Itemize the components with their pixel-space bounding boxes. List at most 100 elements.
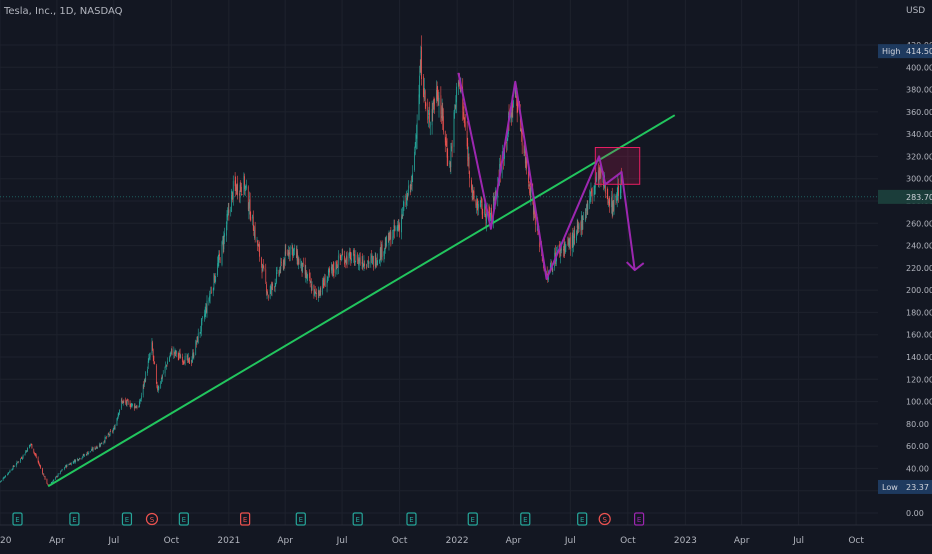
time-tick-label: Jul [107,536,119,546]
candle-body [157,382,158,387]
candle-body [524,149,525,150]
candle-body [607,193,608,194]
candle-body [608,202,609,204]
candle-body [429,113,430,123]
candle-body [290,246,291,256]
candle-body [467,143,468,161]
candle-body [137,406,138,408]
candle-body [92,448,93,450]
candle-body [108,434,109,435]
candle-body [206,308,207,312]
time-tick-label: 2022 [446,536,469,546]
candle-body [474,191,475,201]
event-badge-letter: E [182,516,186,524]
candle-body [579,223,580,229]
candle-body [389,232,390,245]
candle-body [447,148,448,158]
candle-body [167,361,168,364]
candle-body [31,444,32,445]
candle-body [277,270,278,272]
time-tick-label: 2021 [217,536,240,546]
candle-body [404,202,405,206]
event-badge-letter: S [602,516,607,524]
candle-body [309,273,310,278]
candle-body [22,458,23,459]
candle-body [130,406,131,407]
candle-body [84,455,85,456]
candle-body [224,235,225,249]
badge-value-high: 414.50 [906,47,932,56]
candle-body [481,201,482,203]
candle-body [412,175,413,183]
candle-body [97,447,98,449]
candle-body [209,300,210,301]
candle-body [430,122,431,127]
candle-body [296,248,297,258]
candle-body [604,185,605,187]
candle-body [329,268,330,272]
candle-body [123,401,124,403]
candle-body [572,233,573,246]
time-tick-label: Oct [848,536,864,546]
candle-body [564,243,565,254]
candle-body [235,183,236,187]
candle-body [202,317,203,318]
candle-body [92,448,93,450]
candle-body [33,449,34,453]
candle-body [319,291,320,294]
candle-body [476,200,477,205]
candle-body [13,466,14,469]
candle-body [275,282,276,287]
candle-body [189,358,190,364]
candle-body [126,402,127,404]
candle-body [521,129,522,134]
candle-body [468,154,469,159]
candle-body [170,352,171,354]
candle-body [385,243,386,251]
candle-body [419,76,420,98]
candle-body [446,139,447,140]
candle-body [377,260,378,261]
event-badge-letter: E [355,516,359,524]
time-tick-label: Jul [792,536,804,546]
candle-body [567,243,568,244]
candle-body [284,260,285,268]
candle-body [222,240,223,241]
candle-body [299,259,300,265]
candle-body [246,185,247,189]
candle-body [264,268,265,269]
candle-body [609,203,610,208]
event-badge-letter: E [409,516,413,524]
candle-body [4,478,5,479]
badge-value-low: 23.37 [906,483,929,492]
candle-body [125,400,126,402]
candle-body [157,387,158,390]
candle-body [43,474,44,475]
candle-body [112,431,113,432]
candle-body [393,230,394,238]
candle-body [477,202,478,205]
candle-body [463,112,464,114]
candle-body [563,249,564,250]
candle-body [323,279,324,285]
candle-body [486,217,487,221]
candle-body [195,341,196,355]
candle-body [152,343,153,351]
candle-body [585,214,586,221]
candle-body [616,199,617,200]
candle-body [23,455,24,458]
candle-body [403,207,404,208]
candle-body [447,156,448,164]
candle-body [434,98,435,104]
candle-body [228,210,229,213]
candle-body [57,476,58,477]
candle-body [380,248,381,258]
candle-body [402,208,403,217]
candle-body [371,256,372,258]
candle-body [138,406,139,407]
candle-body [294,250,295,251]
candle-body [307,276,308,278]
candle-body [531,188,532,198]
